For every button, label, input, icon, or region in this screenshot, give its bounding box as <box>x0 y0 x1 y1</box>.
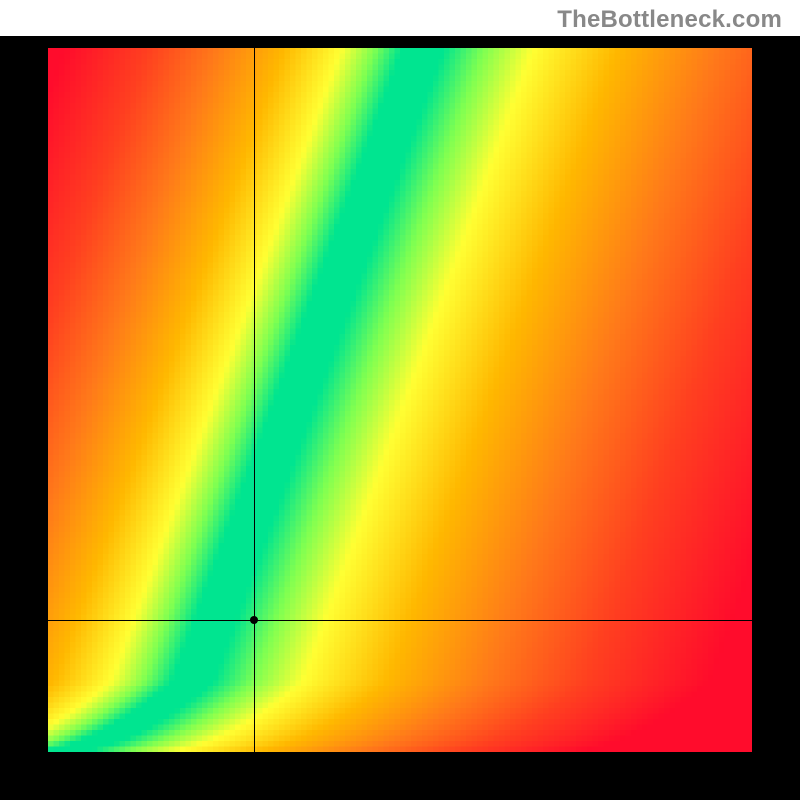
heatmap-plot <box>48 48 752 752</box>
heatmap-canvas <box>48 48 752 752</box>
crosshair-vertical <box>254 48 255 752</box>
marker-dot <box>250 616 258 624</box>
crosshair-horizontal <box>48 620 752 621</box>
watermark-text: TheBottleneck.com <box>557 6 782 34</box>
chart-frame <box>0 36 800 800</box>
